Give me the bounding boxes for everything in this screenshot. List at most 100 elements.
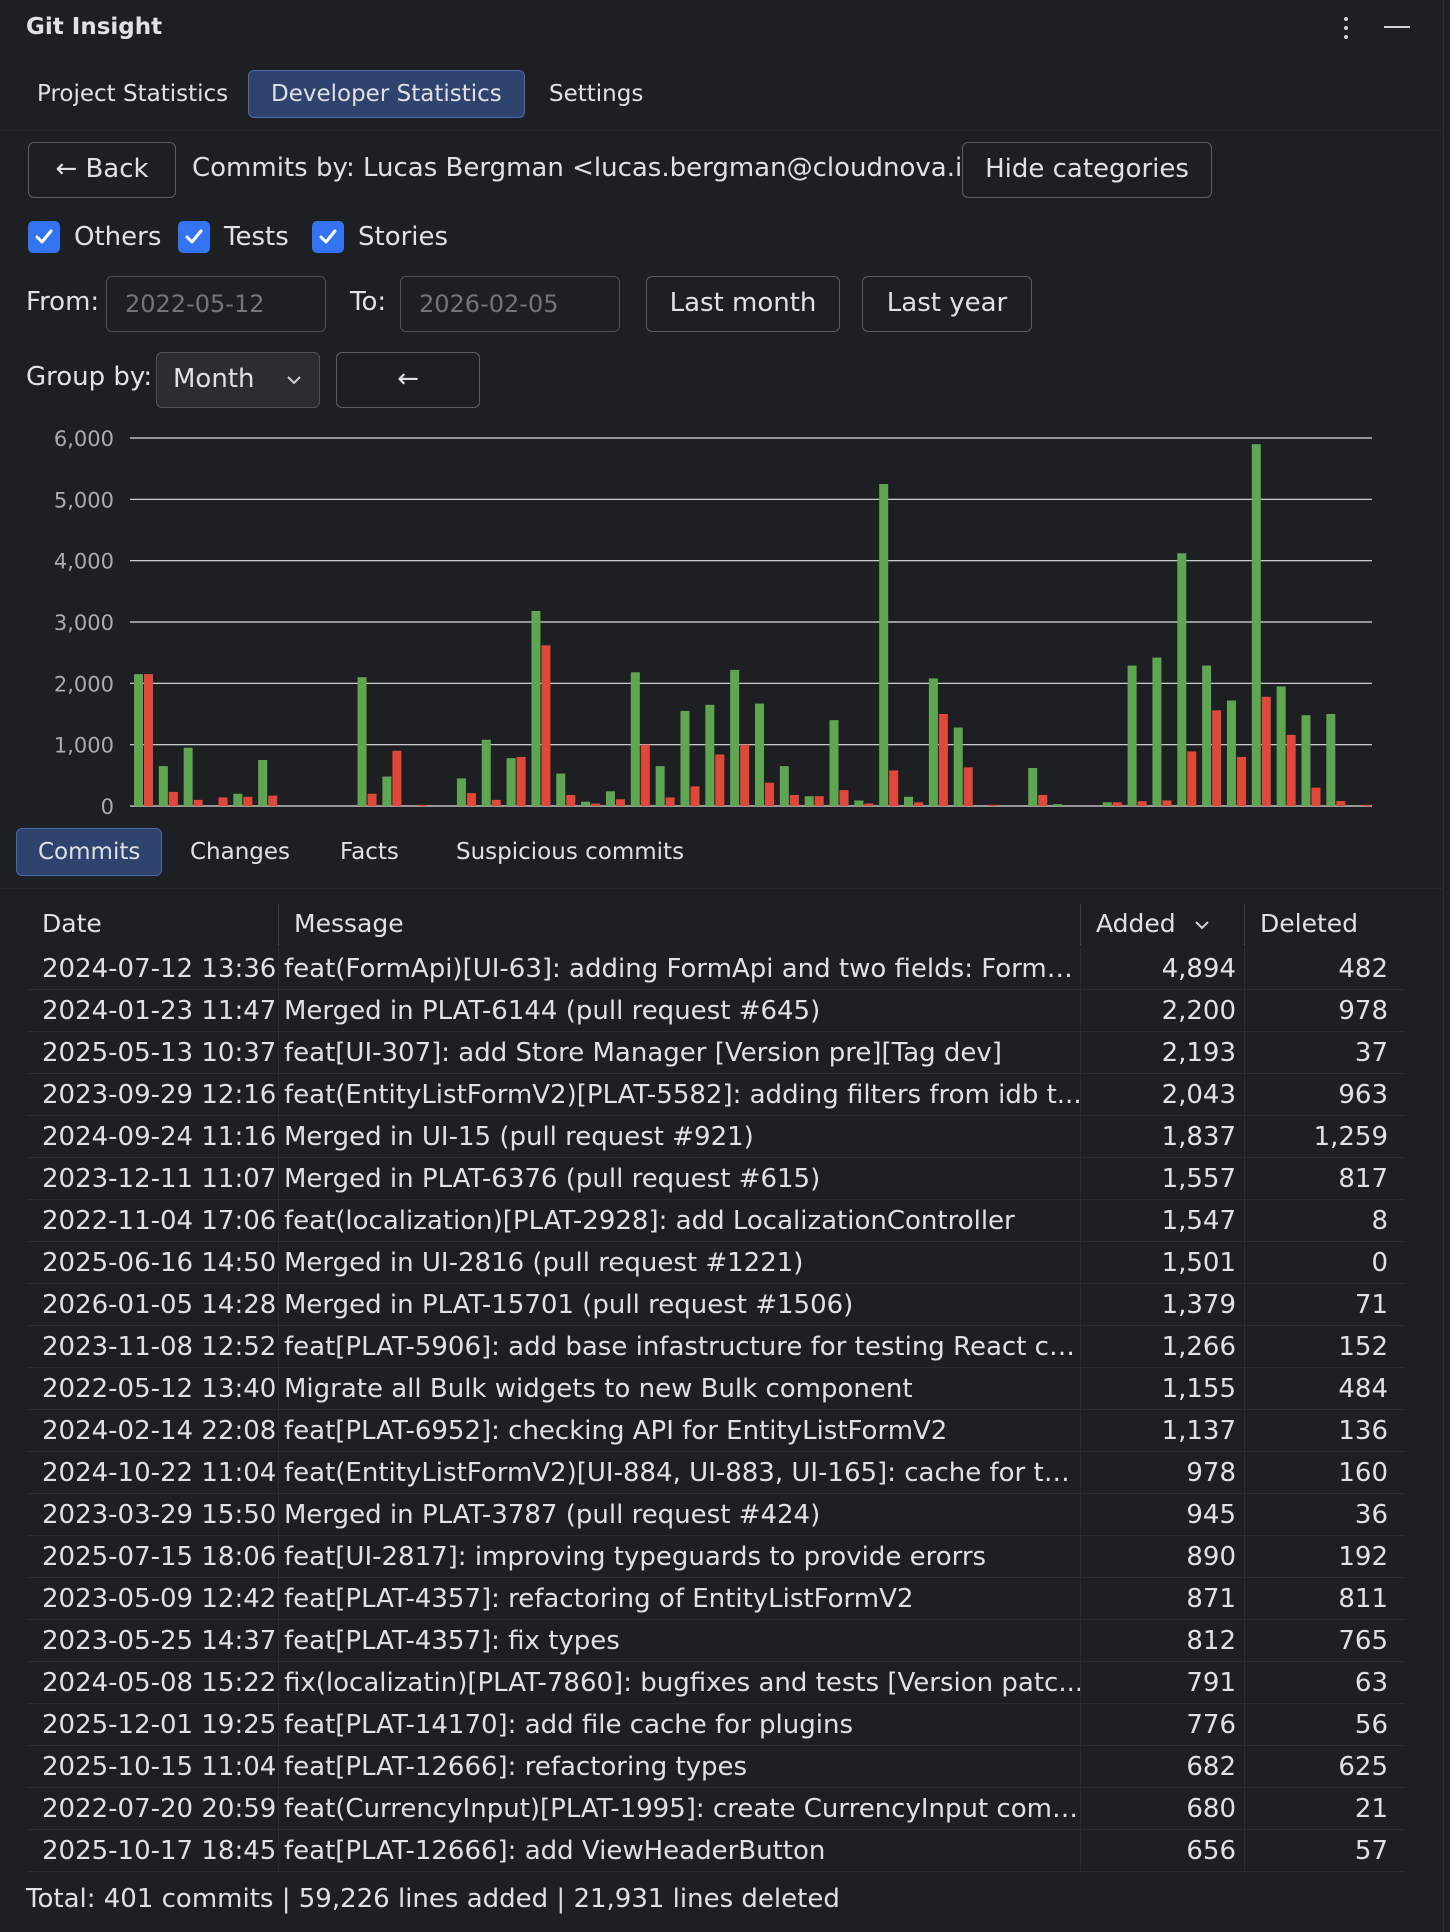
table-row[interactable]: 2024-01-23 11:47 Merged in PLAT-6144 (pul… bbox=[28, 990, 1404, 1032]
lines-added-bar[interactable] bbox=[605, 791, 615, 806]
lines-deleted-bar[interactable] bbox=[516, 756, 526, 806]
lines-added-bar[interactable] bbox=[879, 484, 889, 806]
table-row[interactable]: 2023-11-08 12:52 feat[PLAT-5906]: add bas… bbox=[28, 1326, 1404, 1368]
lines-added-bar[interactable] bbox=[258, 760, 268, 806]
table-row[interactable]: 2025-05-13 10:37 feat[UI-307]: add Store … bbox=[28, 1032, 1404, 1074]
lines-deleted-bar[interactable] bbox=[1137, 801, 1147, 806]
group-by-select[interactable]: Month bbox=[156, 352, 320, 408]
table-row[interactable]: 2026-01-05 14:28 Merged in PLAT-15701 (pu… bbox=[28, 1284, 1404, 1326]
lines-added-bar[interactable] bbox=[1202, 665, 1212, 806]
lines-deleted-bar[interactable] bbox=[268, 795, 278, 806]
lines-deleted-bar[interactable] bbox=[914, 802, 924, 806]
minimize-icon[interactable] bbox=[1384, 26, 1410, 28]
lines-deleted-bar[interactable] bbox=[988, 804, 998, 806]
lines-added-bar[interactable] bbox=[357, 677, 367, 806]
lines-deleted-bar[interactable] bbox=[665, 797, 675, 806]
column-header-date[interactable]: Date bbox=[42, 909, 102, 938]
lines-deleted-bar[interactable] bbox=[765, 782, 774, 806]
lines-deleted-bar[interactable] bbox=[1187, 751, 1197, 806]
column-divider[interactable] bbox=[278, 904, 279, 946]
lines-added-bar[interactable] bbox=[1028, 767, 1038, 806]
lines-deleted-bar[interactable] bbox=[243, 796, 253, 806]
lines-deleted-bar[interactable] bbox=[1361, 804, 1371, 806]
lines-deleted-bar[interactable] bbox=[144, 674, 153, 806]
tests-checkbox[interactable]: Tests bbox=[178, 218, 289, 256]
stories-checkbox[interactable]: Stories bbox=[312, 218, 448, 256]
column-header-message[interactable]: Message bbox=[294, 909, 404, 938]
table-row[interactable]: 2024-07-12 13:36 feat(FormApi)[UI-63]: ad… bbox=[28, 948, 1404, 990]
subtab-changes[interactable]: Changes bbox=[190, 839, 291, 865]
lines-added-bar[interactable] bbox=[556, 773, 566, 806]
table-row[interactable]: 2022-11-04 17:06 feat(localization)[PLAT-… bbox=[28, 1200, 1404, 1242]
lines-added-bar[interactable] bbox=[183, 747, 193, 806]
previous-period-button[interactable]: ← bbox=[336, 352, 480, 408]
lines-added-bar[interactable] bbox=[1102, 802, 1112, 806]
table-row[interactable]: 2022-05-12 13:40 Migrate all Bulk widgets… bbox=[28, 1368, 1404, 1410]
tab-developer-statistics[interactable]: Developer Statistics bbox=[248, 70, 525, 118]
lines-deleted-bar[interactable] bbox=[1311, 787, 1321, 806]
last-year-button[interactable]: Last year bbox=[862, 276, 1032, 332]
table-row[interactable]: 2023-09-29 12:16 feat(EntityListFormV2)[P… bbox=[28, 1074, 1404, 1116]
lines-deleted-bar[interactable] bbox=[1336, 801, 1346, 806]
lines-added-bar[interactable] bbox=[1053, 804, 1063, 806]
lines-added-bar[interactable] bbox=[755, 703, 764, 806]
lines-deleted-bar[interactable] bbox=[367, 793, 377, 806]
last-month-button[interactable]: Last month bbox=[646, 276, 840, 332]
lines-added-bar[interactable] bbox=[1326, 714, 1336, 806]
subtab-facts[interactable]: Facts bbox=[340, 839, 399, 865]
lines-added-bar[interactable] bbox=[779, 766, 789, 806]
lines-deleted-bar[interactable] bbox=[814, 796, 824, 806]
lines-added-bar[interactable] bbox=[1177, 553, 1187, 806]
lines-added-bar[interactable] bbox=[904, 796, 914, 806]
lines-deleted-bar[interactable] bbox=[193, 799, 203, 806]
from-date-input[interactable] bbox=[106, 276, 326, 332]
lines-deleted-bar[interactable] bbox=[715, 754, 725, 806]
lines-deleted-bar[interactable] bbox=[466, 793, 476, 806]
table-row[interactable]: 2024-02-14 22:08 feat[PLAT-6952]: checkin… bbox=[28, 1410, 1404, 1452]
lines-added-bar[interactable] bbox=[456, 778, 466, 806]
lines-deleted-bar[interactable] bbox=[963, 767, 973, 806]
tab-settings[interactable]: Settings bbox=[549, 81, 644, 107]
column-header-deleted[interactable]: Deleted bbox=[1260, 909, 1359, 938]
lines-added-bar[interactable] bbox=[531, 610, 541, 806]
column-divider[interactable] bbox=[1244, 904, 1245, 946]
lines-added-bar[interactable] bbox=[655, 766, 665, 806]
lines-deleted-bar[interactable] bbox=[392, 750, 402, 806]
lines-deleted-bar[interactable] bbox=[740, 744, 750, 806]
lines-deleted-bar[interactable] bbox=[615, 799, 625, 806]
lines-added-bar[interactable] bbox=[134, 674, 143, 806]
lines-added-bar[interactable] bbox=[953, 727, 963, 806]
table-row[interactable]: 2023-05-25 14:37 feat[PLAT-4357]: fix typ… bbox=[28, 1620, 1404, 1662]
lines-deleted-bar[interactable] bbox=[1162, 800, 1172, 806]
lines-added-bar[interactable] bbox=[730, 669, 740, 806]
lines-deleted-bar[interactable] bbox=[789, 794, 799, 806]
lines-deleted-bar[interactable] bbox=[1236, 756, 1246, 806]
table-row[interactable]: 2023-03-29 15:50 Merged in PLAT-3787 (pul… bbox=[28, 1494, 1404, 1536]
lines-added-bar[interactable] bbox=[581, 801, 591, 806]
lines-deleted-bar[interactable] bbox=[1038, 794, 1048, 806]
lines-added-bar[interactable] bbox=[630, 672, 640, 806]
column-divider[interactable] bbox=[1080, 904, 1081, 946]
lines-added-bar[interactable] bbox=[854, 800, 864, 806]
lines-deleted-bar[interactable] bbox=[1286, 734, 1296, 806]
subtab-suspicious-commits[interactable]: Suspicious commits bbox=[456, 839, 685, 865]
lines-added-bar[interactable] bbox=[1127, 665, 1137, 806]
lines-added-bar[interactable] bbox=[382, 776, 392, 806]
lines-deleted-bar[interactable] bbox=[889, 770, 899, 806]
lines-deleted-bar[interactable] bbox=[591, 803, 601, 806]
table-row[interactable]: 2025-06-16 14:50 Merged in UI-2816 (pull … bbox=[28, 1242, 1404, 1284]
lines-added-bar[interactable] bbox=[1226, 700, 1236, 806]
lines-added-bar[interactable] bbox=[1251, 444, 1261, 806]
lines-added-bar[interactable] bbox=[158, 766, 168, 806]
lines-added-bar[interactable] bbox=[233, 793, 243, 806]
table-row[interactable]: 2025-10-17 18:45 feat[PLAT-12666]: add Vi… bbox=[28, 1830, 1404, 1872]
lines-deleted-bar[interactable] bbox=[541, 645, 551, 806]
lines-added-bar[interactable] bbox=[481, 739, 491, 806]
lines-deleted-bar[interactable] bbox=[864, 803, 874, 806]
lines-added-bar[interactable] bbox=[928, 678, 938, 806]
table-row[interactable]: 2023-05-09 12:42 feat[PLAT-4357]: refacto… bbox=[28, 1578, 1404, 1620]
table-row[interactable]: 2024-05-08 15:22 fix(localizatin)[PLAT-78… bbox=[28, 1662, 1404, 1704]
tab-project-statistics[interactable]: Project Statistics bbox=[37, 81, 229, 107]
lines-deleted-bar[interactable] bbox=[938, 714, 948, 806]
table-row[interactable]: 2025-07-15 18:06 feat[UI-2817]: improving… bbox=[28, 1536, 1404, 1578]
